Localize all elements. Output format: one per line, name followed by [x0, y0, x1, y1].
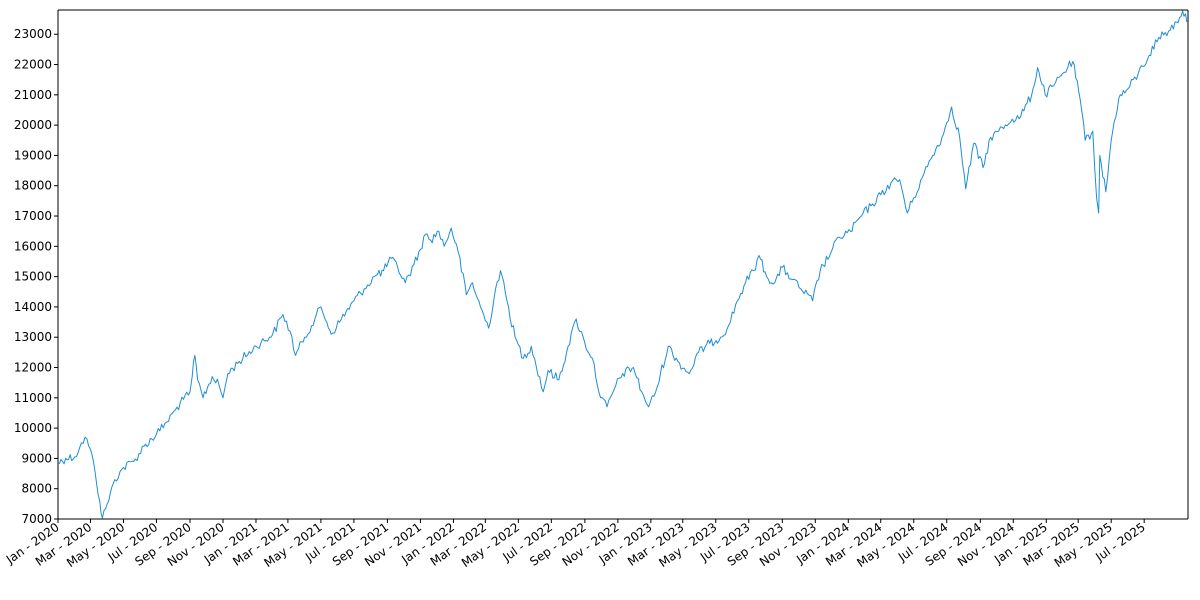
y-tick-label: 11000: [14, 391, 52, 405]
y-tick-label: 12000: [14, 361, 52, 375]
y-tick-label: 9000: [21, 451, 52, 465]
y-tick-label: 19000: [14, 148, 52, 162]
plot-area: [57, 9, 1189, 520]
y-tick-label: 17000: [14, 209, 52, 223]
y-tick-label: 10000: [14, 421, 52, 435]
y-tick-label: 16000: [14, 239, 52, 253]
series-line: [57, 10, 1188, 519]
y-tick-label: 18000: [14, 179, 52, 193]
y-tick-label: 13000: [14, 330, 52, 344]
y-tick-label: 21000: [14, 88, 52, 102]
y-tick-label: 22000: [14, 58, 52, 72]
y-tick-label: 23000: [14, 27, 52, 41]
y-tick-label: 14000: [14, 300, 52, 314]
y-tick-label: 15000: [14, 270, 52, 284]
y-tick-label: 20000: [14, 118, 52, 132]
y-axis-ticks: 7000 8000 9000 10000 11000 12000 13000 14000 150…: [14, 27, 58, 526]
y-tick-label: 8000: [21, 482, 52, 496]
y-tick-label: 7000: [21, 512, 52, 526]
